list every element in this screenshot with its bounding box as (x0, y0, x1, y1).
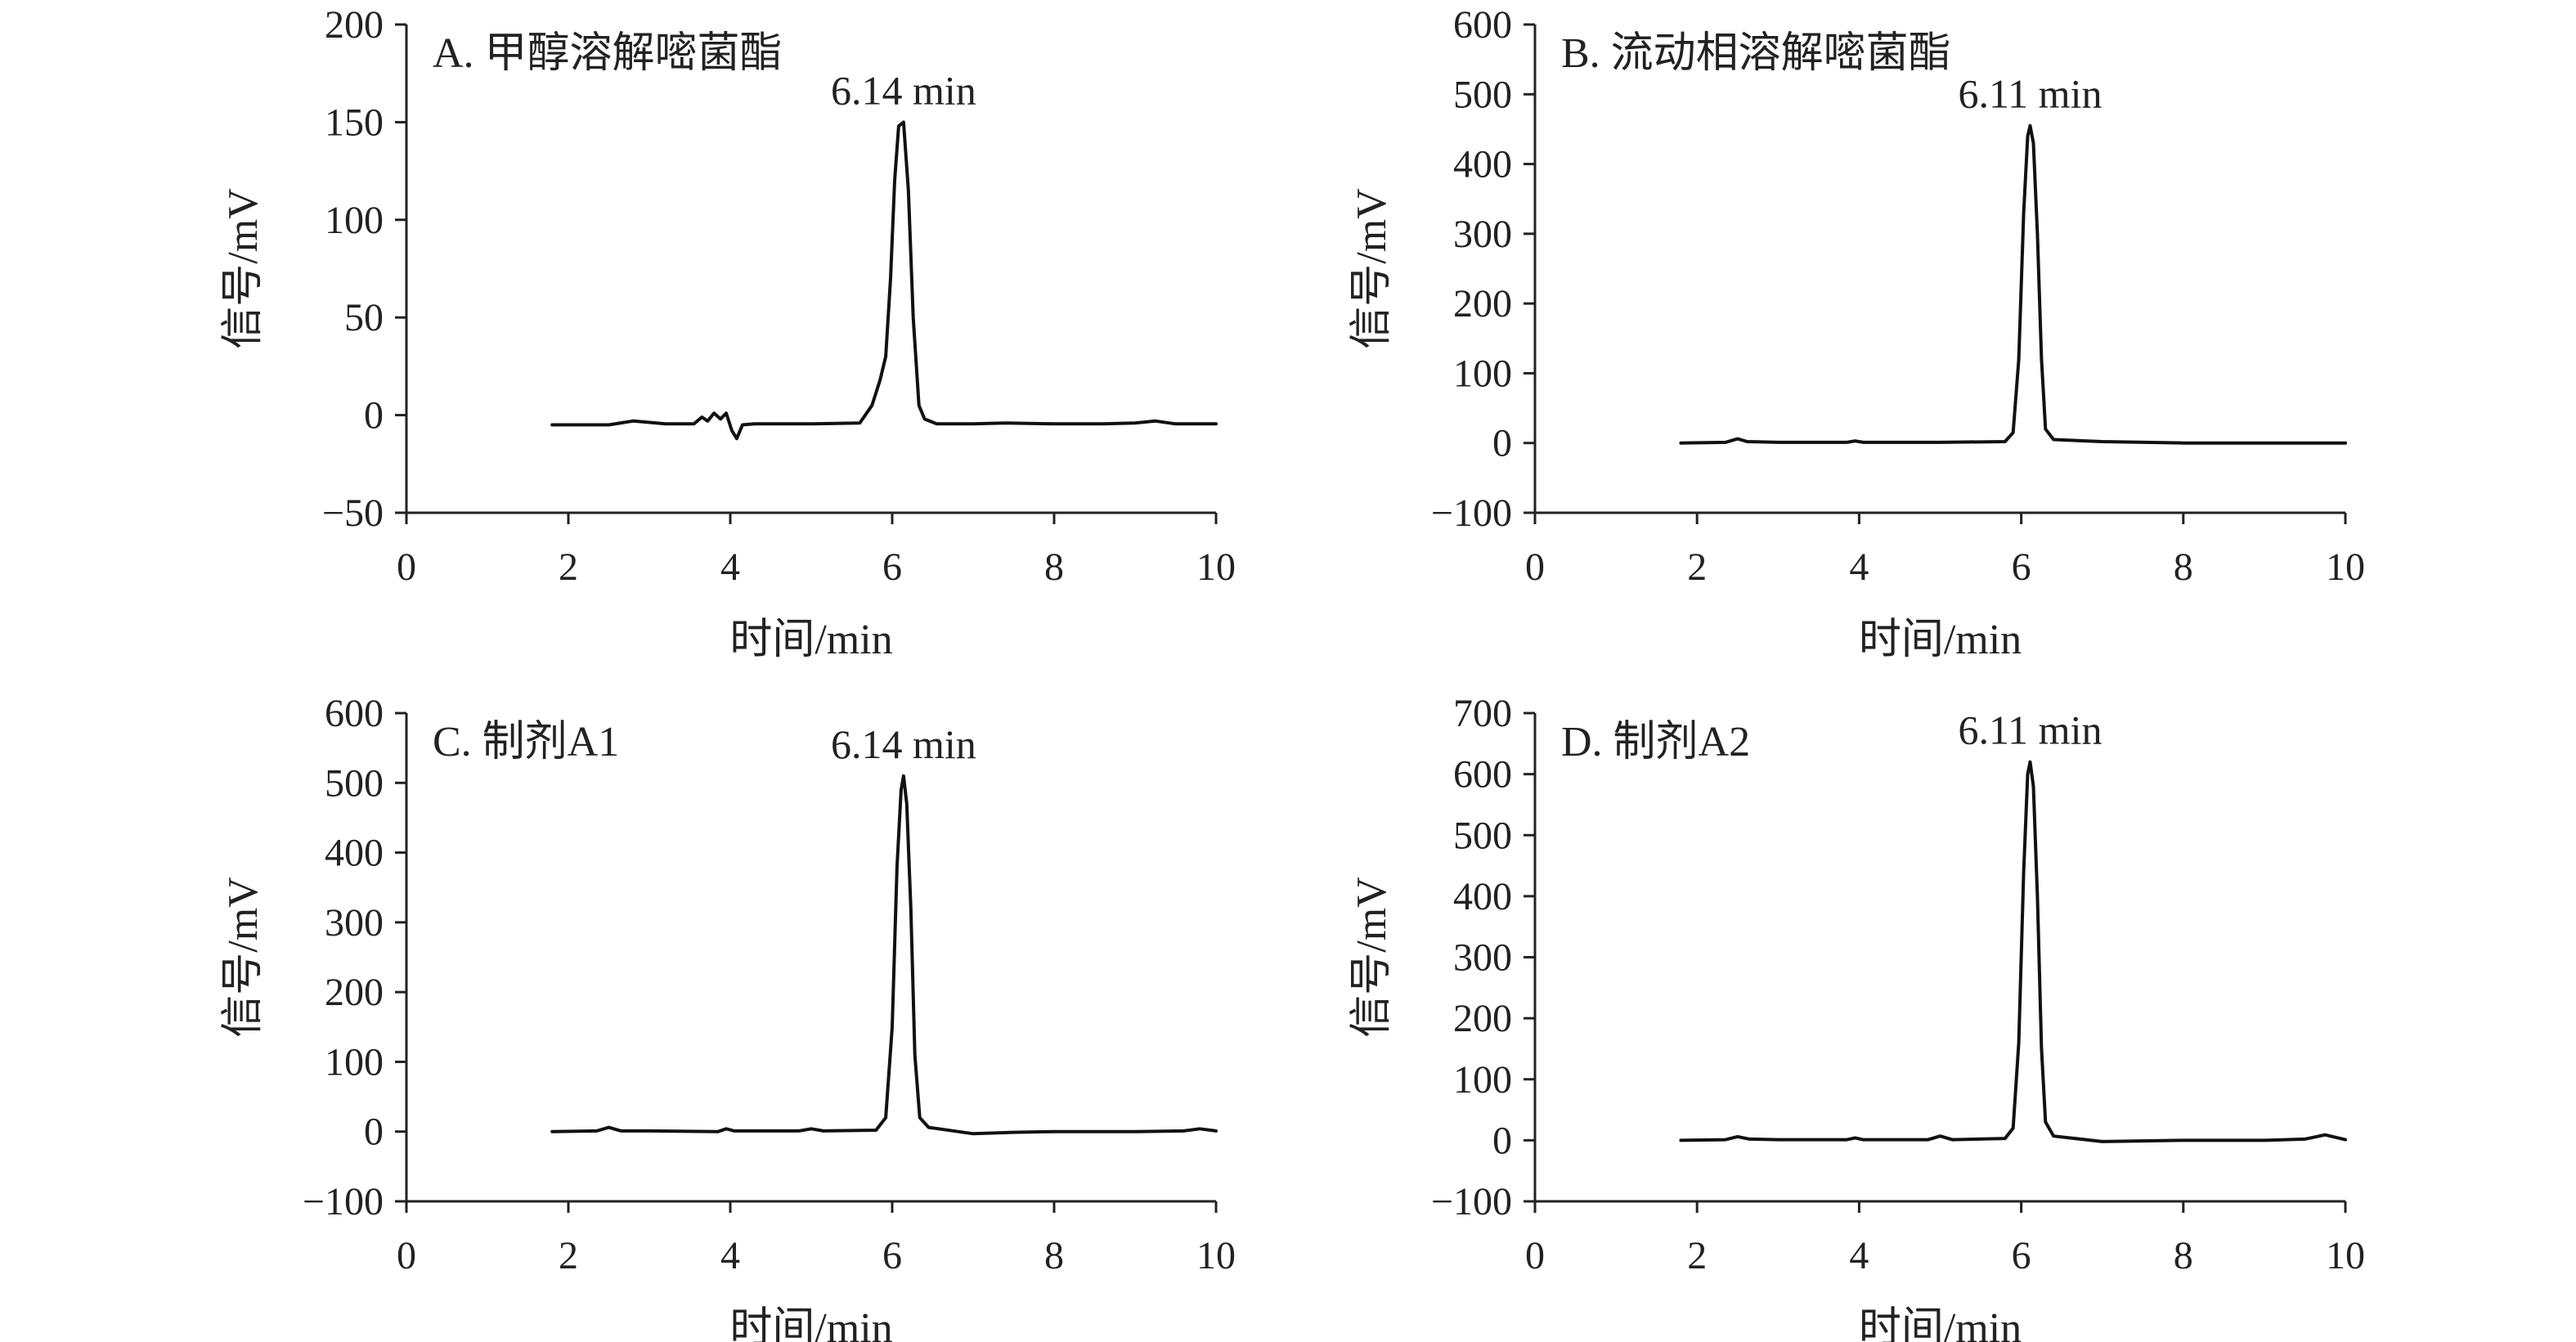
chart1-peak-label: 6.14 min (831, 67, 976, 113)
chart4-peak-label: 6.11 min (1959, 707, 2103, 753)
chart3-x-tick-label: 10 (1196, 1234, 1236, 1277)
chart3-x-tick-label: 0 (397, 1234, 416, 1277)
chart4-y-tick-label: 500 (1453, 814, 1512, 857)
chart1-y-tick-label: 200 (325, 3, 384, 47)
chart2-y-tick-label: 500 (1453, 73, 1512, 116)
chart1-panel: −50 0 50 100 150 200 0 2 4 6 8 10 时间/min 信号/mV A. 甲醇溶解… (220, 3, 1236, 663)
chart2-y-axis-title: 信号/mV (1349, 188, 1395, 348)
chart4-y-tick-label: 100 (1453, 1058, 1512, 1102)
chart1-y-axis-title: 信号/mV (220, 188, 267, 348)
chart2-x-tick-label: 0 (1525, 545, 1545, 589)
chart4-y-tick-label: 0 (1492, 1119, 1512, 1162)
chart2-x-tick-label: 10 (2326, 545, 2365, 589)
chart3-y-axis-title: 信号/mV (220, 877, 267, 1037)
chart3-x-tick-label: 6 (882, 1234, 902, 1277)
chart1-x-tick-label: 8 (1044, 545, 1064, 589)
chart3-x-tick-label: 4 (720, 1234, 740, 1277)
chart1-y-tick-label: 100 (325, 199, 384, 242)
chart4-y-tick-label: 400 (1453, 875, 1512, 918)
chart3-y-tick-label: 500 (325, 761, 384, 805)
chart2-title: B. 流动相溶解嘧菌酯 (1561, 30, 1951, 77)
chart4-chromatogram-line (1679, 760, 2347, 1143)
chart1-x-axis-title: 时间/min (729, 617, 892, 663)
chart4-x-tick-label: 2 (1687, 1234, 1707, 1277)
chart2-y-tick-label: 600 (1453, 3, 1512, 47)
chart4-x-tick-label: 4 (1849, 1234, 1869, 1277)
chart2-y-tick-label: 0 (1492, 422, 1512, 465)
chart1-x-tick-label: 6 (882, 545, 902, 589)
chart4-y-tick-label: −100 (1431, 1180, 1512, 1223)
chart4-x-tick-label: 0 (1525, 1234, 1545, 1277)
chart2-x-tick-label: 6 (2012, 545, 2031, 589)
chart2-x-axis-title: 时间/min (1859, 617, 2022, 663)
chart2-y-tick-label: 100 (1453, 352, 1512, 395)
chart1-x-tick-label: 0 (397, 545, 416, 589)
chart1-y-tick-label: 0 (364, 394, 384, 438)
chart2-x-tick-label: 2 (1687, 545, 1707, 589)
chart4-y-tick-label: 700 (1453, 692, 1512, 735)
chart3-peak-label: 6.14 min (831, 721, 976, 767)
chart2-peak-label: 6.11 min (1959, 71, 2103, 117)
chart3-y-tick-label: 400 (325, 832, 384, 875)
chart1-x-tick-label: 2 (559, 545, 578, 589)
chart3-y-tick-label: 0 (364, 1111, 384, 1154)
chart4-x-axis-title: 时间/min (1859, 1305, 2022, 1342)
chart4-y-tick-label: 600 (1453, 753, 1512, 797)
chart4-title: D. 制剂A2 (1561, 719, 1750, 765)
chart1-x-tick-label: 4 (720, 545, 740, 589)
chart2-y-tick-label: 400 (1453, 143, 1512, 186)
chart3-chromatogram-line (550, 774, 1218, 1136)
chart3-x-tick-label: 8 (1044, 1234, 1064, 1277)
chart2-x-tick-label: 8 (2174, 545, 2193, 589)
chart1-y-tick-label: 150 (325, 101, 384, 144)
chart2-chromatogram-line (1679, 123, 2347, 445)
chart1-y-tick-label: 50 (344, 296, 384, 339)
chart1-x-tick-label: 10 (1196, 545, 1236, 589)
chart3-panel: −100 0 100 200 300 400 500 600 0 2 4 6 8 10 时间/min 信号/m… (220, 692, 1236, 1342)
chart2-y-tick-label: 200 (1453, 282, 1512, 325)
chart4-y-tick-label: 200 (1453, 997, 1512, 1040)
chart2-y-tick-label: 300 (1453, 213, 1512, 256)
chart3-y-tick-label: 300 (325, 901, 384, 945)
chart3-x-tick-label: 2 (559, 1234, 578, 1277)
chart4-x-tick-label: 8 (2174, 1234, 2193, 1277)
chart4-panel: −100 0 100 200 300 400 500 600 700 0 2 4 6 8 10 时间/min 信… (1349, 692, 2365, 1342)
chart2-panel: −100 0 100 200 300 400 500 600 0 2 4 6 8 10 时间/min 信号/m… (1349, 3, 2365, 663)
chart3-y-tick-label: 600 (325, 692, 384, 735)
chart2-y-tick-label: −100 (1431, 491, 1512, 535)
chart1-title: A. 甲醇溶解嘧菌酯 (433, 30, 783, 77)
chart3-y-tick-label: 100 (325, 1040, 384, 1084)
chart3-y-tick-label: −100 (303, 1180, 384, 1223)
chart2-x-tick-label: 4 (1849, 545, 1869, 589)
chart3-x-axis-title: 时间/min (729, 1305, 892, 1342)
chart4-y-tick-label: 300 (1453, 936, 1512, 980)
chart1-y-tick-label: −50 (322, 491, 384, 535)
chart4-y-axis-title: 信号/mV (1349, 877, 1395, 1037)
chart4-x-tick-label: 10 (2326, 1234, 2365, 1277)
chart1-chromatogram-line (550, 120, 1218, 441)
chart3-title: C. 制剂A1 (433, 719, 619, 765)
chart3-y-tick-label: 200 (325, 971, 384, 1014)
chart4-x-tick-label: 6 (2012, 1234, 2031, 1277)
